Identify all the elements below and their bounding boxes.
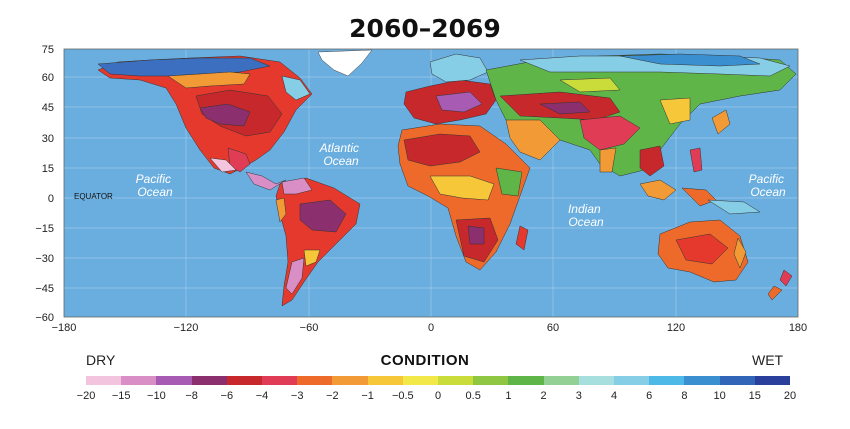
legend-swatch (754, 376, 791, 385)
y-tick-label: 60 (42, 72, 54, 84)
x-tick-label: 0 (428, 322, 434, 334)
x-tick-label: 180 (789, 322, 807, 334)
legend-tick-label: −2 (326, 390, 339, 402)
y-tick-label: 45 (42, 102, 54, 114)
x-tick-label: −120 (174, 322, 199, 334)
legend-swatch (332, 376, 368, 385)
legend-swatch (226, 376, 263, 385)
legend-swatch (543, 376, 579, 385)
y-tick-label: −30 (35, 253, 54, 265)
ocean-label-pacific-east: Pacific Ocean (749, 172, 788, 199)
africa-landmass (397, 123, 531, 271)
legend-wet-label: WET (752, 352, 784, 368)
x-axis-ticks: −180 −120 −60 0 60 120 180 (52, 322, 808, 334)
greenland-landmass (317, 49, 373, 77)
legend-swatch (473, 376, 509, 385)
y-tick-label: 0 (48, 193, 54, 205)
legend-tick-label: 2 (540, 390, 547, 402)
legend-tick-label: −20 (76, 390, 96, 402)
legend-tick-label: 3 (575, 390, 582, 402)
legend-tick-label: 6 (646, 390, 653, 402)
new-zealand-landmass (767, 269, 793, 301)
ocean-label-indian: Indian Ocean (568, 202, 604, 229)
x-tick-label: −60 (300, 322, 319, 334)
legend-swatch (684, 376, 720, 385)
y-tick-label: −15 (35, 223, 54, 235)
legend-tick-label: 20 (783, 390, 797, 402)
legend-tick-label: −10 (147, 390, 166, 402)
legend-swatch (367, 376, 403, 385)
north-america-landmass (97, 55, 313, 191)
legend-swatch (402, 376, 439, 385)
legend-tick-label: −15 (111, 390, 131, 402)
legend-tick-label: 10 (713, 390, 726, 402)
map-title: 2060–2069 (349, 14, 501, 43)
legend-tick-label: 15 (748, 390, 761, 402)
legend-dry-label: DRY (86, 352, 116, 368)
legend-swatch (438, 376, 474, 385)
legend-tick-label: −4 (255, 390, 269, 402)
legend-swatch (262, 376, 298, 385)
legend-tick-label: 0.5 (465, 390, 481, 402)
legend-swatch (649, 376, 685, 385)
x-tick-label: 120 (667, 322, 685, 334)
legend-tick-label: −6 (220, 390, 234, 402)
legend-tick-label: −3 (290, 390, 304, 402)
legend-tick-labels: −20 −15 −10 −8 −6 −4 −3 −2 −1 −0.5 0 0.5 1 2 3 4 6 8 10 15 2… (0, 390, 850, 404)
y-tick-label: 30 (42, 133, 54, 145)
europe-landmass (403, 53, 497, 125)
y-tick-label: −60 (35, 312, 54, 324)
legend-swatch (156, 376, 192, 385)
legend-swatch (508, 376, 544, 385)
y-tick-label: −45 (35, 283, 54, 295)
legend-swatch (578, 376, 615, 385)
legend-tick-label: 1 (505, 390, 512, 402)
legend-swatch (86, 376, 122, 385)
legend-tick-label: 8 (681, 390, 688, 402)
legend-tick-label: −1 (361, 390, 374, 402)
ocean-label-pacific-west: Pacific Ocean (136, 172, 175, 199)
equator-label: EQUATOR (74, 192, 113, 201)
legend-swatch (297, 376, 333, 385)
map-frame (63, 48, 799, 318)
legend-swatch (121, 376, 157, 385)
asia-landmass (485, 53, 797, 177)
legend-swatch (191, 376, 227, 385)
legend-tick-label: 4 (610, 390, 618, 402)
y-tick-label: 15 (42, 163, 54, 175)
legend-title: CONDITION (380, 352, 470, 369)
legend-tick-label: 0 (434, 390, 442, 402)
south-america-landmass (275, 177, 361, 307)
legend-tick-label: −0.5 (391, 390, 414, 402)
australia-landmass (657, 219, 749, 283)
x-tick-label: 60 (547, 322, 559, 334)
ocean-label-atlantic: Atlantic Ocean (319, 141, 363, 168)
legend-swatch (719, 376, 755, 385)
y-axis-ticks: 75 60 45 30 15 0 −15 −30 −45 −60 (35, 44, 54, 324)
legend-swatch (614, 376, 650, 385)
legend-tick-label: −8 (185, 390, 198, 402)
x-tick-label: −180 (52, 322, 77, 334)
y-tick-label: 75 (42, 44, 54, 56)
southeast-asia-islands (639, 109, 761, 215)
legend-color-bar (86, 376, 791, 385)
